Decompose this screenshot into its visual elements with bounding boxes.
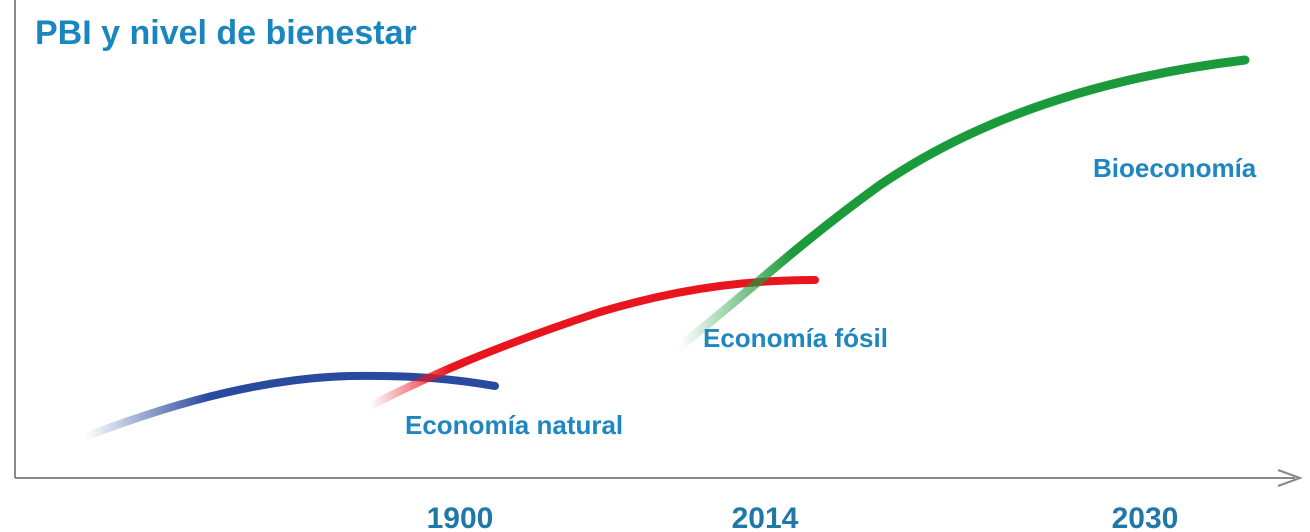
title: PBI y nivel de bienestar <box>35 14 417 52</box>
curve-label: Bioeconomía <box>1093 153 1257 183</box>
curve-natural <box>81 371 499 441</box>
x-label: 1900 <box>427 502 494 532</box>
x-label: 2030 <box>1112 502 1179 532</box>
curve-label: Economía natural <box>405 410 623 440</box>
curve-label: Economía fósil <box>703 323 888 353</box>
x-axis-arrow <box>1277 469 1303 487</box>
curve-bio <box>675 55 1250 351</box>
x-label: 2014 <box>732 502 799 532</box>
